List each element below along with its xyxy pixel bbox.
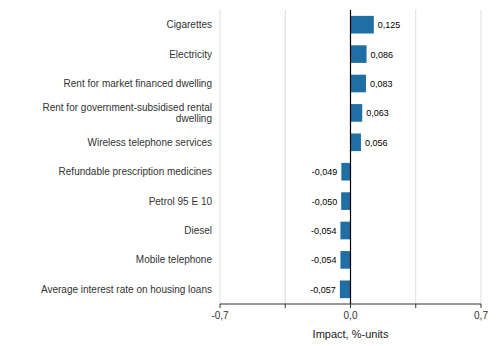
category-label: Rent for government-subsidised rentaldwe…	[42, 102, 212, 124]
bar	[351, 75, 366, 93]
category-label: Diesel	[184, 225, 212, 236]
category-label-line: Diesel	[184, 225, 212, 236]
x-tick	[415, 304, 416, 308]
data-label: -0,057	[310, 285, 336, 295]
x-axis: -0,7 0,0 0,7	[211, 304, 488, 321]
category-label-line: dwelling	[176, 113, 212, 124]
grid-line	[285, 10, 286, 304]
grid-line	[350, 10, 351, 304]
bar	[351, 133, 361, 151]
category-label: Electricity	[169, 49, 212, 60]
data-label: 0,063	[366, 108, 389, 118]
x-tick-label: -0,7	[211, 310, 229, 321]
x-axis-title: Impact, %-units	[313, 328, 389, 340]
bar	[340, 251, 350, 269]
bar	[351, 16, 374, 34]
bar	[341, 163, 350, 181]
category-label-line: Average interest rate on housing loans	[41, 284, 212, 295]
category-label: Cigarettes	[166, 19, 212, 30]
grid-line	[220, 10, 221, 304]
data-label: -0,050	[312, 197, 338, 207]
x-tick	[350, 304, 351, 308]
data-label: -0,049	[312, 167, 338, 177]
data-label: 0,056	[365, 138, 388, 148]
data-label: 0,086	[371, 50, 394, 60]
grid-line	[481, 10, 482, 304]
bar	[351, 104, 363, 122]
data-label: -0,054	[311, 255, 337, 265]
category-label-line: Rent for government-subsidised rental	[42, 102, 212, 113]
x-tick	[481, 304, 482, 308]
category-label-line: Rent for market financed dwelling	[64, 78, 212, 89]
category-label: Refundable prescription medicines	[59, 166, 212, 177]
x-tick-label: 0,0	[344, 310, 358, 321]
bar	[341, 192, 350, 210]
grid	[220, 10, 481, 304]
category-label: Rent for market financed dwelling	[64, 78, 212, 89]
category-label-line: Petrol 95 E 10	[149, 196, 213, 207]
category-labels: Average interest rate on housing loans Mo…	[41, 19, 212, 295]
grid-line	[415, 10, 416, 304]
data-label: 0,125	[378, 20, 401, 30]
category-label-line: Mobile telephone	[136, 254, 213, 265]
data-label: 0,083	[370, 79, 393, 89]
category-label-line: Cigarettes	[166, 19, 212, 30]
category-label: Average interest rate on housing loans	[41, 284, 212, 295]
zero-line	[350, 10, 351, 304]
category-label-line: Electricity	[169, 49, 212, 60]
category-label-line: Wireless telephone services	[88, 137, 213, 148]
bar	[340, 222, 350, 240]
category-label: Petrol 95 E 10	[149, 196, 213, 207]
bars	[340, 16, 374, 298]
bar	[351, 45, 367, 63]
category-label: Mobile telephone	[136, 254, 213, 265]
bar	[340, 280, 351, 298]
category-label-line: Refundable prescription medicines	[59, 166, 212, 177]
x-tick	[285, 304, 286, 308]
category-label: Wireless telephone services	[88, 137, 213, 148]
data-label: -0,054	[311, 226, 337, 236]
chart: Average interest rate on housing loans Mo…	[0, 0, 499, 346]
x-tick	[220, 304, 221, 308]
x-tick-label: 0,7	[474, 310, 488, 321]
data-labels: -0,057 -0,054 -0,054 -0,050 -0,049 0,056 0,063…	[310, 20, 400, 295]
